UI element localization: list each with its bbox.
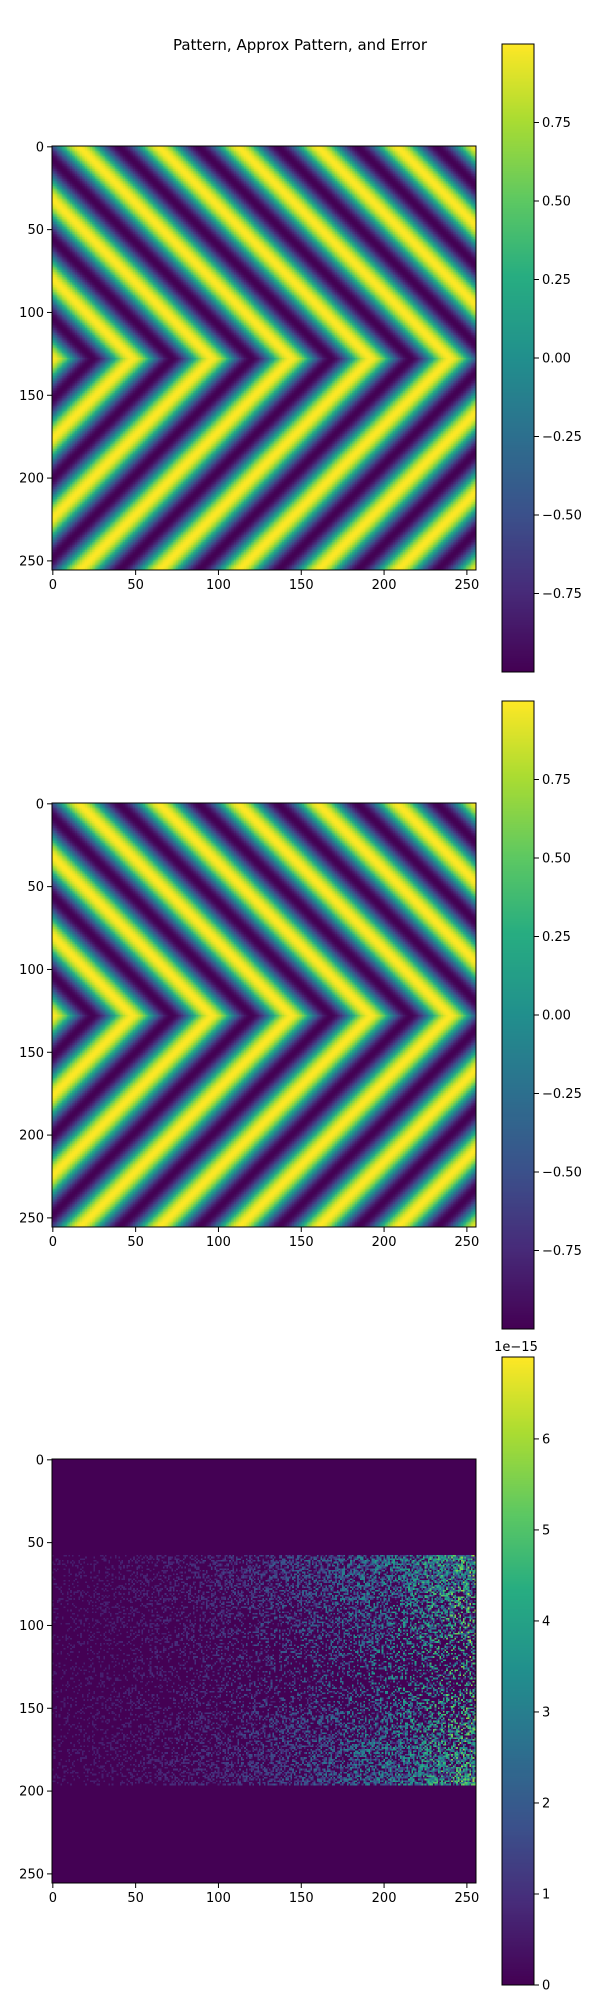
colorbar-tick-label: 0.50	[542, 195, 571, 210]
x-tick-label: 150	[289, 1891, 314, 1906]
heatmap-panel-3: 0 50 100 150 200 250 0 50 100 150 200 250 6 5 4 3 2 1 0 1e−…	[19, 1340, 550, 1994]
colorbar-tick-label: 0.50	[542, 852, 571, 867]
x-tick-label: 50	[127, 578, 144, 593]
colorbar-tick-label: −0.25	[542, 430, 582, 445]
y-tick-label: 50	[27, 1536, 44, 1551]
colorbar-tick-label: 0.25	[542, 273, 571, 288]
colorbar	[502, 701, 534, 1329]
colorbar-tick-label: −0.50	[542, 1166, 582, 1181]
axes-frame	[51, 1458, 477, 1884]
y-tick-label: 0	[36, 797, 44, 812]
colorbar-tick-label: 6	[542, 1432, 550, 1447]
colorbar-tick-label: −0.25	[542, 1087, 582, 1102]
y-tick-label: 100	[19, 1619, 44, 1634]
y-tick-label: 200	[19, 1129, 44, 1144]
colorbar-tick-label: 0.75	[542, 116, 571, 131]
colorbar-tick-label: 2	[542, 1796, 550, 1811]
axes-frame	[51, 145, 477, 571]
y-tick-label: 250	[19, 1211, 44, 1226]
colorbar-tick-label: 0.25	[542, 930, 571, 945]
y-tick-label: 150	[19, 1702, 44, 1717]
y-tick-label: 0	[36, 1453, 44, 1468]
colorbar-tick-label: 1	[542, 1887, 550, 1902]
y-tick-label: 0	[36, 140, 44, 155]
y-tick-label: 100	[19, 306, 44, 321]
x-tick-label: 100	[206, 1891, 231, 1906]
y-tick-label: 150	[19, 1046, 44, 1061]
y-tick-label: 250	[19, 1867, 44, 1882]
colorbar-tick-label: 4	[542, 1614, 550, 1629]
colorbar-tick-label: −0.50	[542, 509, 582, 524]
x-tick-label: 250	[454, 578, 479, 593]
x-tick-label: 200	[372, 1235, 397, 1250]
y-tick-label: 200	[19, 472, 44, 487]
colorbar-tick-label: 0.00	[542, 352, 571, 367]
axes-frame	[51, 802, 477, 1228]
heatmap-image	[52, 1459, 476, 1883]
heatmap-image	[52, 146, 476, 570]
x-tick-label: 100	[206, 578, 231, 593]
x-tick-label: 0	[49, 578, 57, 593]
x-tick-label: 250	[454, 1235, 479, 1250]
x-tick-label: 0	[49, 1891, 57, 1906]
y-tick-label: 200	[19, 1785, 44, 1800]
x-tick-label: 150	[289, 1235, 314, 1250]
colorbar	[502, 1357, 534, 1985]
x-tick-label: 100	[206, 1235, 231, 1250]
heatmap-panel-2: 0 50 100 150 200 250 0 50 100 150 200 250 0.75 0.50 0.…	[19, 700, 582, 1330]
x-tick-label: 0	[49, 1235, 57, 1250]
colorbar-tick-label: 3	[542, 1705, 550, 1720]
x-tick-label: 200	[372, 1891, 397, 1906]
y-tick-label: 50	[27, 223, 44, 238]
x-tick-label: 200	[372, 578, 397, 593]
colorbar-tick-label: 5	[542, 1523, 550, 1538]
x-tick-label: 50	[127, 1891, 144, 1906]
heatmap-panel-1: 0 50 100 150 200 250 0 50 100 150 200 250 0.75 0.50 0.…	[19, 43, 582, 673]
heatmap-image	[52, 803, 476, 1227]
y-tick-label: 250	[19, 554, 44, 569]
x-tick-label: 250	[454, 1891, 479, 1906]
colorbar-tick-label: 0.75	[542, 773, 571, 788]
colorbar	[502, 44, 534, 672]
colorbar-tick-label: 0	[542, 1979, 550, 1994]
x-tick-label: 50	[127, 1235, 144, 1250]
y-tick-label: 100	[19, 963, 44, 978]
colorbar-tick-label: 0.00	[542, 1009, 571, 1024]
colorbar-tick-label: −0.75	[542, 1244, 582, 1259]
figure-title: Pattern, Approx Pattern, and Error	[172, 36, 428, 54]
x-tick-label: 150	[289, 578, 314, 593]
colorbar-offset-label: 1e−15	[494, 1340, 538, 1355]
colorbar-frame	[501, 1356, 535, 1986]
y-tick-label: 150	[19, 389, 44, 404]
colorbar-tick-label: −0.75	[542, 587, 582, 602]
y-tick-label: 50	[27, 880, 44, 895]
